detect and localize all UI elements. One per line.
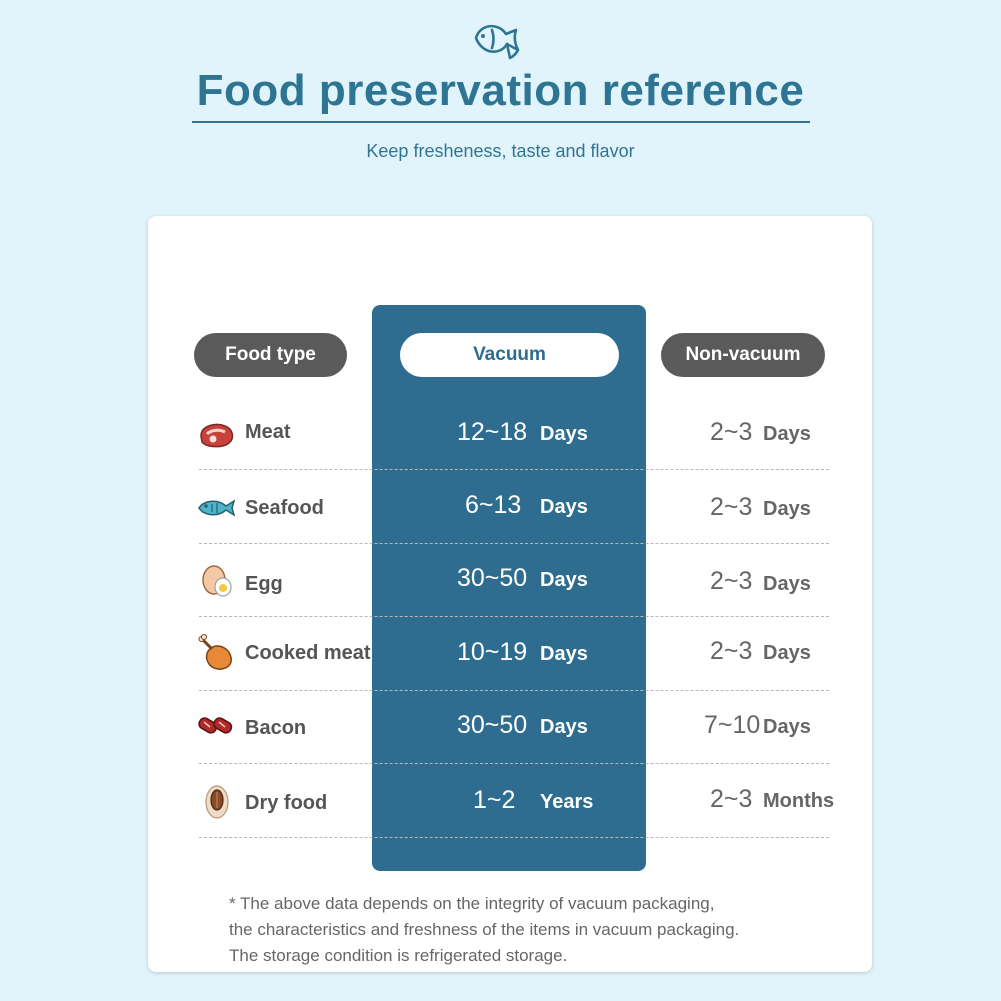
vacuum-header: Vacuum — [400, 333, 619, 377]
page-subtitle: Keep fresheness, taste and flavor — [366, 141, 635, 161]
chicken-leg-icon — [198, 634, 232, 670]
non-vacuum-unit: Days — [763, 423, 811, 445]
non-vacuum-unit: Days — [763, 716, 811, 738]
row-divider — [199, 763, 829, 764]
page-title: Food preservation reference — [196, 66, 805, 115]
row-divider — [199, 469, 829, 470]
food-name: Dry food — [245, 792, 328, 814]
row-divider — [199, 543, 829, 544]
footnote-line: The storage condition is refrigerated st… — [229, 946, 568, 965]
food-type-header: Food type — [194, 333, 347, 377]
vacuum-value: 30~50 — [457, 711, 528, 739]
non-vacuum-value: 2~3 — [710, 637, 753, 665]
meat-steak-icon — [200, 423, 234, 448]
vacuum-value: 1~2 — [473, 786, 516, 814]
bacon-sausage-icon — [198, 717, 233, 734]
row-divider — [199, 690, 829, 691]
vacuum-unit: Days — [540, 496, 588, 518]
row-divider — [199, 837, 829, 838]
non-vacuum-value: 2~3 — [710, 785, 753, 813]
nut-seed-icon — [205, 785, 229, 819]
egg-icon — [202, 565, 232, 597]
fish-icon — [198, 499, 236, 517]
footnote: * The above data depends on the integrit… — [229, 891, 829, 969]
vacuum-column-highlight — [372, 305, 646, 871]
vacuum-value: 12~18 — [457, 418, 528, 446]
vacuum-unit: Years — [540, 791, 594, 813]
non-vacuum-unit: Days — [763, 573, 811, 595]
non-vacuum-value: 2~3 — [710, 418, 753, 446]
non-vacuum-value: 2~3 — [710, 567, 753, 595]
vacuum-unit: Days — [540, 423, 588, 445]
non-vacuum-unit: Months — [763, 790, 835, 812]
vacuum-value: 30~50 — [457, 564, 528, 592]
footnote-line: the characteristics and freshness of the… — [229, 920, 740, 939]
row-divider — [199, 616, 829, 617]
food-name: Seafood — [245, 497, 324, 519]
vacuum-unit: Days — [540, 716, 588, 738]
footnote-line: * The above data depends on the integrit… — [229, 894, 715, 913]
non-vacuum-value: 7~10 — [704, 711, 761, 739]
vacuum-unit: Days — [540, 643, 588, 665]
non-vacuum-unit: Days — [763, 642, 811, 664]
non-vacuum-header: Non-vacuum — [661, 333, 825, 377]
title-underline — [192, 121, 810, 123]
food-name: Cooked meat — [245, 642, 371, 664]
fish-outline-icon — [474, 24, 520, 60]
non-vacuum-value: 2~3 — [710, 493, 753, 521]
food-name: Bacon — [245, 717, 307, 739]
food-name: Egg — [245, 573, 283, 595]
vacuum-value: 10~19 — [457, 638, 528, 666]
vacuum-value: 6~13 — [465, 491, 522, 519]
non-vacuum-unit: Days — [763, 498, 811, 520]
vacuum-unit: Days — [540, 569, 588, 591]
food-name: Meat — [245, 421, 291, 443]
